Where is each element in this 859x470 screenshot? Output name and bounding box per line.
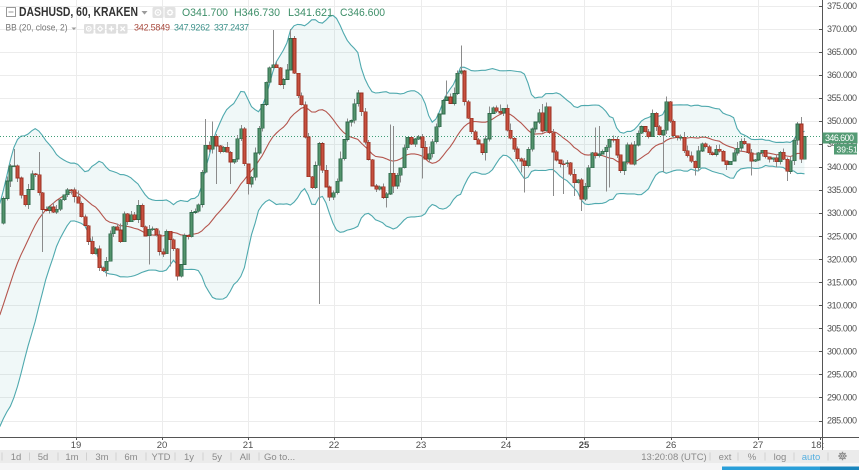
svg-text:347.9262: 347.9262 (174, 22, 210, 32)
svg-text:20: 20 (157, 440, 168, 451)
svg-text:355.000: 355.000 (827, 93, 857, 103)
svg-text:6m: 6m (124, 452, 137, 463)
svg-text:305.000: 305.000 (827, 324, 857, 334)
svg-text:All: All (240, 452, 251, 463)
svg-text:auto: auto (802, 452, 821, 463)
svg-text:3m: 3m (95, 452, 108, 463)
svg-text:350.000: 350.000 (827, 116, 857, 126)
svg-text:346.600: 346.600 (825, 133, 854, 143)
svg-text:285.000: 285.000 (827, 416, 857, 426)
svg-text:18:: 18: (811, 440, 824, 451)
svg-text:325.000: 325.000 (827, 231, 857, 241)
svg-text:342.5849: 342.5849 (134, 22, 170, 32)
svg-text:1m: 1m (65, 452, 78, 463)
svg-text:360.000: 360.000 (827, 70, 857, 80)
svg-text:19: 19 (71, 440, 82, 451)
svg-text:L341.621: L341.621 (288, 7, 333, 19)
svg-text:5d: 5d (38, 452, 49, 463)
svg-text:315.000: 315.000 (827, 277, 857, 287)
svg-text:ext: ext (719, 452, 732, 463)
svg-text:26: 26 (666, 440, 677, 451)
svg-text:27: 27 (753, 440, 764, 451)
svg-text:375.000: 375.000 (827, 1, 857, 11)
svg-text:330.000: 330.000 (827, 208, 857, 218)
svg-text:YTD: YTD (152, 452, 171, 463)
svg-text:335.000: 335.000 (827, 185, 857, 195)
svg-text:300.000: 300.000 (827, 347, 857, 357)
svg-text:C346.600: C346.600 (340, 7, 385, 19)
svg-text:%: % (748, 452, 757, 463)
svg-text:1d: 1d (11, 452, 22, 463)
svg-text:DASHUSD, 60, KRAKEN: DASHUSD, 60, KRAKEN (19, 5, 138, 19)
svg-text:340.000: 340.000 (827, 162, 857, 172)
svg-text:310.000: 310.000 (827, 301, 857, 311)
svg-text:H346.730: H346.730 (234, 7, 280, 19)
svg-text:21: 21 (243, 440, 254, 451)
svg-text:370.000: 370.000 (827, 24, 857, 34)
svg-text:337.2437: 337.2437 (214, 22, 249, 32)
svg-text:23: 23 (416, 440, 427, 451)
svg-text:Go to...: Go to... (264, 452, 295, 463)
svg-text:log: log (774, 452, 787, 463)
svg-text:1y: 1y (184, 452, 194, 463)
svg-text:295.000: 295.000 (827, 370, 857, 380)
svg-text:13:20:08 (UTC): 13:20:08 (UTC) (641, 452, 706, 463)
svg-text:24: 24 (501, 440, 512, 451)
svg-text:25: 25 (579, 440, 590, 451)
svg-text:22: 22 (329, 440, 340, 451)
svg-text:5y: 5y (212, 452, 222, 463)
svg-text:290.000: 290.000 (827, 393, 857, 403)
svg-text:365.000: 365.000 (827, 47, 857, 57)
svg-text:39:51: 39:51 (837, 145, 859, 155)
svg-text:320.000: 320.000 (827, 254, 857, 264)
svg-text:BB (20, close, 2): BB (20, close, 2) (6, 23, 68, 34)
svg-text:O341.700: O341.700 (182, 7, 228, 19)
